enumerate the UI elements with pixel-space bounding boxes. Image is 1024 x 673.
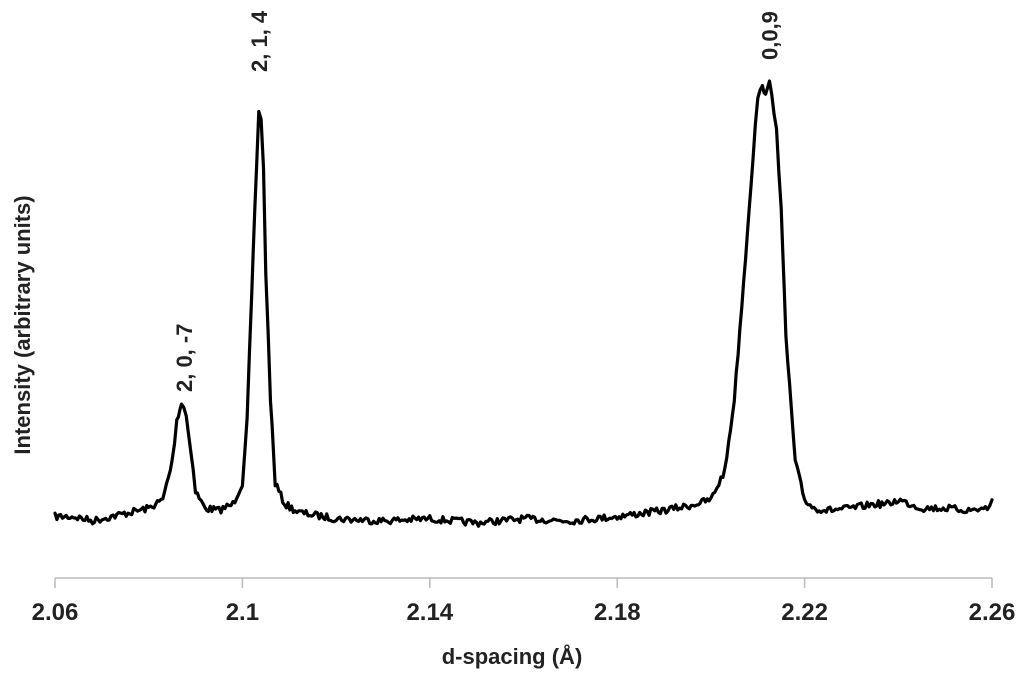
x-axis-ticks: 2.06 2.1 2.14 2.18 2.22 2.26 <box>32 578 1016 626</box>
y-axis-title: Intensity (arbitrary units) <box>10 195 35 454</box>
peak-labels: 2, 0, -7 2, 1, 4 0,0,9 <box>172 10 783 392</box>
x-tick-label: 2.06 <box>32 599 79 626</box>
x-tick-label: 2.18 <box>594 599 641 626</box>
x-tick-label: 2.14 <box>406 599 453 626</box>
x-axis-title: d-spacing (Å) <box>442 643 583 669</box>
intensity-series-line <box>53 79 994 528</box>
x-tick-label: 2.26 <box>969 599 1016 626</box>
peak-label: 0,0,9 <box>757 11 782 60</box>
x-tick-label: 2.22 <box>781 599 828 626</box>
x-tick-label: 2.1 <box>226 599 259 626</box>
peak-label: 2, 0, -7 <box>172 324 197 392</box>
peak-label: 2, 1, 4 <box>247 10 272 72</box>
